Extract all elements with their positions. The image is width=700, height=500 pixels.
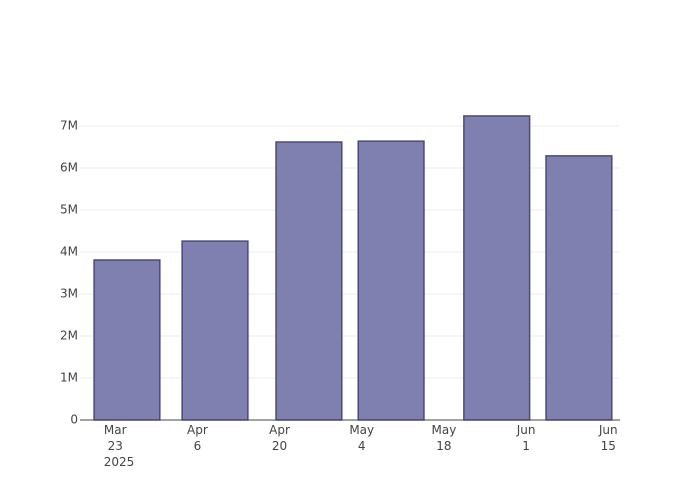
bar — [275, 141, 343, 421]
bar — [93, 259, 161, 421]
y-tick-label: 6M — [60, 161, 78, 175]
y-tick-label: 0 — [70, 413, 78, 427]
bar — [463, 115, 531, 421]
x-tick-label: Mar 23 2025 — [103, 423, 135, 469]
y-tick-label: 4M — [60, 245, 78, 259]
x-tick-label: May 18 — [431, 423, 457, 453]
bar — [545, 155, 613, 421]
y-tick-label: 2M — [60, 329, 78, 343]
bar — [181, 240, 249, 421]
x-tick-label: May 4 — [349, 423, 375, 453]
x-tick-label: Apr 20 — [269, 423, 290, 453]
y-tick-label: 7M — [60, 119, 78, 133]
x-tick-label: Jun 1 — [516, 423, 536, 453]
x-tick-label: Apr 6 — [187, 423, 208, 453]
bar — [357, 140, 425, 421]
x-tick-label: Jun 15 — [598, 423, 618, 453]
y-tick-label: 1M — [60, 371, 78, 385]
y-tick-label: 5M — [60, 203, 78, 217]
y-tick-label: 3M — [60, 287, 78, 301]
